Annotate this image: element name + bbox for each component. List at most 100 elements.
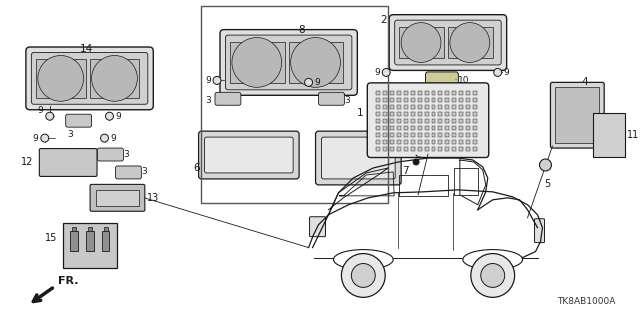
Bar — [417, 112, 422, 116]
Circle shape — [351, 264, 375, 287]
Circle shape — [413, 159, 419, 165]
Text: TK8AB1000A: TK8AB1000A — [557, 297, 616, 306]
Circle shape — [450, 23, 490, 62]
Bar — [390, 98, 394, 102]
FancyBboxPatch shape — [367, 83, 489, 157]
Text: 6: 6 — [193, 163, 200, 173]
Bar — [376, 105, 380, 109]
Bar — [383, 147, 387, 151]
Bar — [431, 105, 435, 109]
Bar — [438, 98, 442, 102]
Bar — [411, 140, 415, 144]
Bar — [102, 231, 109, 251]
Bar — [390, 133, 394, 137]
Bar — [376, 91, 380, 95]
Bar — [397, 91, 401, 95]
Bar — [376, 133, 380, 137]
FancyBboxPatch shape — [66, 114, 92, 127]
Text: 3: 3 — [68, 130, 74, 139]
Bar — [431, 119, 435, 123]
Bar — [376, 140, 380, 144]
Bar — [63, 223, 118, 268]
Bar — [397, 140, 401, 144]
FancyBboxPatch shape — [550, 82, 604, 148]
Text: 9: 9 — [115, 112, 121, 121]
Text: 5: 5 — [545, 179, 550, 189]
Text: 3: 3 — [141, 167, 147, 176]
Bar — [404, 133, 408, 137]
FancyBboxPatch shape — [426, 72, 458, 88]
Bar — [460, 140, 463, 144]
Bar — [452, 112, 456, 116]
Text: 3: 3 — [344, 96, 350, 105]
Bar — [397, 126, 401, 130]
Bar — [438, 147, 442, 151]
Bar — [431, 140, 435, 144]
Bar — [411, 91, 415, 95]
Circle shape — [401, 23, 441, 62]
Bar — [404, 119, 408, 123]
Bar — [556, 87, 599, 143]
Bar — [431, 112, 435, 116]
FancyBboxPatch shape — [534, 219, 545, 243]
Bar — [424, 105, 429, 109]
Bar — [390, 140, 394, 144]
Circle shape — [305, 78, 312, 86]
Bar — [467, 112, 470, 116]
FancyBboxPatch shape — [205, 137, 293, 173]
Circle shape — [540, 159, 552, 171]
Text: 9: 9 — [205, 76, 211, 85]
Bar — [474, 91, 477, 95]
Bar — [424, 140, 429, 144]
Bar — [460, 91, 463, 95]
Text: 9: 9 — [38, 106, 44, 115]
FancyBboxPatch shape — [26, 47, 154, 110]
Bar — [448, 27, 493, 59]
Text: 3: 3 — [205, 96, 211, 105]
Circle shape — [493, 68, 502, 76]
Bar — [376, 112, 380, 116]
Text: 3: 3 — [124, 149, 129, 158]
Bar — [417, 91, 422, 95]
Circle shape — [471, 253, 515, 297]
Bar — [424, 126, 429, 130]
Bar — [474, 126, 477, 130]
Circle shape — [106, 112, 113, 120]
Bar — [404, 98, 408, 102]
Bar — [445, 105, 449, 109]
Bar — [445, 91, 449, 95]
Bar — [376, 119, 380, 123]
Bar — [474, 112, 477, 116]
Bar — [390, 105, 394, 109]
Bar — [230, 42, 285, 83]
Bar — [424, 133, 429, 137]
Bar — [411, 126, 415, 130]
Bar — [88, 227, 92, 231]
FancyBboxPatch shape — [225, 35, 352, 90]
Bar — [438, 119, 442, 123]
Bar — [86, 231, 93, 251]
FancyBboxPatch shape — [97, 148, 124, 161]
Bar — [390, 147, 394, 151]
Bar — [383, 140, 387, 144]
Bar — [452, 105, 456, 109]
Circle shape — [232, 37, 282, 87]
Bar — [90, 59, 140, 98]
Bar — [417, 119, 422, 123]
Bar — [424, 112, 429, 116]
Bar — [474, 105, 477, 109]
Text: 15: 15 — [45, 233, 57, 243]
Bar — [404, 140, 408, 144]
Bar — [72, 227, 76, 231]
Bar — [390, 91, 394, 95]
Bar — [411, 98, 415, 102]
Bar — [445, 140, 449, 144]
FancyBboxPatch shape — [39, 148, 97, 176]
FancyBboxPatch shape — [90, 184, 145, 211]
Bar — [460, 98, 463, 102]
Bar — [460, 112, 463, 116]
Bar — [404, 126, 408, 130]
Bar — [445, 112, 449, 116]
FancyBboxPatch shape — [389, 15, 507, 70]
Bar — [460, 126, 463, 130]
